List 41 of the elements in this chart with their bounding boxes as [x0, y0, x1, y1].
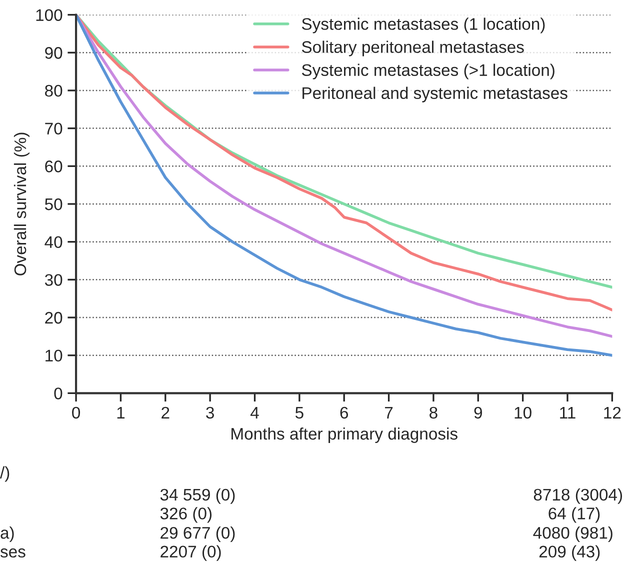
- y-tick-label: 50: [44, 198, 62, 210]
- text: 64 (17): [548, 507, 600, 523]
- y-tick-label: 0: [54, 388, 62, 400]
- text: 326 (0): [160, 507, 212, 523]
- x-tick-label: 5: [295, 406, 304, 419]
- text: 8718 (3004): [534, 488, 622, 504]
- legend-label: Solitary peritoneal metastases: [302, 40, 524, 56]
- x-tick-label: 7: [385, 406, 393, 418]
- text: /): [0, 466, 10, 482]
- x-tick-label: 3: [206, 406, 214, 419]
- y-tick-label: 80: [45, 84, 62, 97]
- legend-label: Systemic metastases (>1 location): [302, 64, 554, 80]
- text: 29 677 (0): [160, 526, 235, 542]
- x-tick-label: 9: [474, 406, 482, 419]
- text: 2207 (0): [160, 545, 221, 561]
- x-tick-label: 2: [162, 406, 170, 418]
- x-tick-label: 10: [514, 406, 532, 419]
- y-tick-label: 90: [45, 47, 62, 59]
- text: 209 (43): [539, 545, 600, 561]
- y-tick-label: 100: [36, 9, 62, 21]
- y-tick-label: 70: [45, 122, 62, 135]
- legend-label: Systemic metastases (1 location): [302, 18, 545, 34]
- x-tick-label: 8: [430, 406, 438, 419]
- text: ses: [0, 548, 26, 558]
- x-tick-label: 4: [250, 406, 259, 418]
- x-tick-label: 12: [604, 406, 621, 418]
- legend-label: Peritoneal and systemic metastases: [302, 86, 568, 102]
- text: a): [0, 526, 14, 542]
- x-tick-label: 11: [560, 406, 576, 418]
- text: 4080 (981): [533, 526, 612, 542]
- y-tick-label: 10: [46, 350, 62, 362]
- text: 34 559 (0): [160, 488, 235, 504]
- y-tick-label: 30: [44, 274, 62, 286]
- y-axis-title: Overall survival (%): [14, 132, 30, 276]
- x-axis-title: Months after primary diagnosis: [232, 427, 458, 443]
- x-tick-label: 6: [340, 406, 348, 419]
- y-tick-label: 40: [44, 236, 62, 248]
- y-tick-label: 20: [45, 312, 62, 324]
- x-tick-label: 1: [117, 406, 125, 418]
- x-tick-label: 0: [72, 406, 80, 419]
- y-tick-label: 60: [45, 160, 62, 172]
